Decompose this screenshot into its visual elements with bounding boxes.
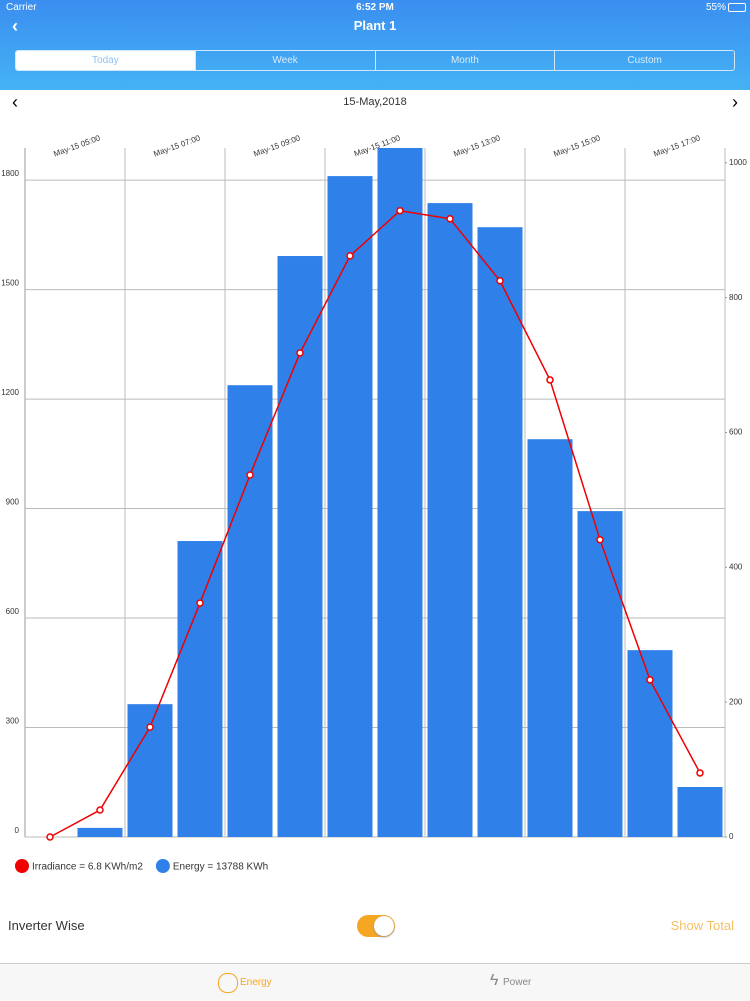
page-title: Plant 1 [353,18,397,33]
time: 6:52 PM [356,2,394,13]
line-point [246,471,254,479]
tab-power[interactable]: Power [503,977,532,988]
line-point [396,206,404,215]
line-point [96,806,104,814]
bar [527,439,573,837]
carrier: Carrier [6,2,37,13]
prev-date[interactable]: ‹ [12,92,18,112]
y-tick-label: 600 [6,607,20,616]
toggle[interactable] [357,915,395,937]
legend-label: Energy = 13788 KWh [173,862,268,873]
bar [677,787,723,837]
y2-tick-label: 200 [729,697,743,706]
bar [77,827,123,837]
line-point [446,215,454,223]
legend-swatch [155,859,170,873]
energy-icon [218,973,238,993]
inverter-label: Inverter Wise [8,918,85,933]
y2-tick-label: 600 [729,428,743,437]
tab[interactable]: Month [374,51,555,70]
tab[interactable]: Week [194,51,375,70]
legend-swatch [15,859,29,873]
bar [577,511,623,837]
line-point [696,769,704,777]
x-tick-label: May-15 09:00 [252,133,302,158]
bar [377,148,423,837]
line-point [196,599,204,607]
battery: 55% [705,2,726,13]
x-tick-label: May-15 15:00 [552,133,602,158]
y2-tick-label: 400 [729,562,743,571]
line [49,209,701,838]
toggle-knob [374,916,394,936]
y2-tick-label: 800 [729,293,743,302]
tab[interactable]: Custom [554,51,734,70]
battery-icon [728,3,746,12]
x-tick-label: May-15 07:00 [152,133,202,158]
y-tick-label: 1200 [1,388,19,397]
x-tick-label: May-15 17:00 [652,133,702,158]
next-date[interactable]: › [732,92,738,112]
bar [277,256,323,837]
line-point [496,277,504,285]
legend-label: Irradiance = 6.8 KWh/m2 [32,862,143,873]
y-tick-label: 900 [6,498,20,507]
bar [327,176,373,838]
y-tick-label: 1800 [1,169,19,178]
date: 15-May,2018 [343,96,407,108]
y-tick-label: 0 [15,826,20,835]
y-tick-label: 1500 [1,279,19,288]
status-bar: Carrier 6:52 PM 55% [0,0,750,16]
tab[interactable]: Today [16,51,195,70]
line-point [546,376,554,384]
line-point [646,676,654,684]
show-total[interactable]: Show Total [670,918,734,933]
line-point [146,723,154,731]
period-tabs: Today Week Month Custom [15,50,735,71]
x-tick-label: May-15 05:00 [52,133,102,158]
line-point [596,535,604,544]
x-tick-label: May-15 13:00 [452,133,502,158]
y2-tick-label: 1000 [729,158,747,167]
bar [427,203,473,837]
line-point [346,252,354,260]
y2-tick-label: 0 [729,832,734,841]
back-button[interactable]: ‹ [12,16,18,36]
bottom-tab-bar: Energy ϟ Power [0,963,750,1001]
bar [177,541,223,837]
tab-energy[interactable]: Energy [240,977,272,988]
bar [227,385,273,837]
y-tick-label: 300 [6,717,20,726]
bar [477,227,523,837]
power-icon: ϟ [490,972,499,989]
line-point [296,349,304,357]
header [0,0,750,90]
line-point [46,833,54,841]
